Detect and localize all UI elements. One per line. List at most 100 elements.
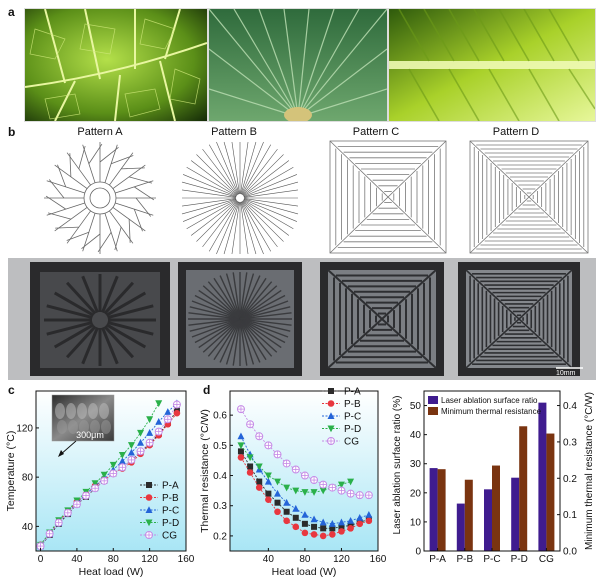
left-tick-label-2: 20	[410, 488, 422, 499]
legend: P-AP-B P-CP-D CG	[322, 387, 361, 448]
series-line-P-A	[40, 410, 178, 547]
point-P-B-15	[173, 409, 181, 417]
bar-ratio-P-B	[456, 503, 465, 551]
left-tick-label-0: 0	[415, 547, 421, 558]
point-P-C-4	[274, 489, 282, 497]
point-P-A-4	[274, 499, 281, 506]
legend-label-P-D: P-D	[344, 424, 361, 435]
palm-leaf-photo	[208, 8, 388, 122]
left-axis-label: Laser ablation surface ratio (%)	[392, 396, 403, 535]
inset-arrowhead	[58, 450, 64, 457]
category-label-P-B: P-B	[456, 554, 473, 565]
point-CG-2	[54, 518, 63, 527]
point-P-C-8	[310, 515, 318, 523]
point-CG-10	[328, 483, 337, 492]
point-P-B-4	[274, 508, 281, 516]
chart-bar-ablation-resistance: P-A P-B P-C P-D CG 0 10 20 30 40 50 0.0 0.1 0.2 0.3 0.4…	[392, 390, 595, 565]
point-CG-10	[127, 455, 136, 464]
point-P-B-2	[255, 484, 263, 491]
point-P-B-6	[292, 523, 300, 531]
point-P-A-11	[338, 523, 345, 530]
y-tick-label-0: 40	[22, 522, 34, 533]
pattern-c-label: Pattern C	[352, 126, 400, 138]
point-P-B-13	[356, 520, 364, 528]
point-P-D-9	[118, 452, 126, 459]
point-P-B-8	[310, 531, 318, 538]
point-P-B-10	[329, 531, 336, 538]
legend-label-CG: CG	[344, 437, 359, 448]
y-tick-label-1: 80	[22, 473, 34, 484]
point-CG-4	[72, 500, 81, 509]
pattern-b-drawing	[181, 141, 299, 255]
x-tick-label-4: 160	[178, 554, 195, 565]
category-label-P-C: P-C	[483, 554, 500, 565]
x-tick-label-0: 40	[263, 554, 275, 565]
point-P-C-14	[365, 510, 373, 518]
pattern-drawings	[44, 140, 589, 255]
point-P-D-11	[337, 481, 345, 489]
point-P-B-7	[301, 529, 309, 537]
bar-legend: Laser ablation surface ratio Minimum ther…	[428, 396, 542, 416]
x-tick-label-2: 80	[108, 554, 120, 565]
panel-letter-b: b	[8, 125, 16, 139]
legend-label-P-C: P-C	[162, 506, 179, 517]
point-P-C-5	[283, 498, 291, 506]
right-tick-label-1: 0.1	[563, 510, 577, 521]
left-tick-label-3: 30	[410, 459, 422, 470]
legend-label-CG: CG	[162, 531, 177, 542]
point-CG-14	[364, 491, 373, 500]
legend-label-P-A: P-A	[344, 387, 361, 398]
sample-b	[178, 262, 302, 376]
legend-marker-P-A	[328, 388, 334, 394]
point-P-D-11	[137, 429, 145, 437]
point-P-D-7	[100, 471, 108, 479]
x-tick-label-3: 160	[370, 554, 387, 565]
legend-marker-P-B	[327, 400, 335, 407]
left-tick-label-4: 40	[410, 430, 422, 441]
x-tick-label-3: 120	[141, 554, 158, 565]
point-P-A-1	[247, 463, 254, 470]
right-tick-label-4: 0.4	[563, 401, 577, 412]
legend-marker-P-D	[327, 425, 335, 433]
point-P-C-10	[328, 520, 336, 527]
point-CG-6	[291, 465, 300, 474]
right-tick-label-2: 0.2	[563, 474, 577, 485]
point-P-D-4	[274, 478, 282, 486]
point-CG-7	[100, 476, 109, 485]
bar-plot-frame	[423, 390, 561, 552]
point-P-C-14	[164, 408, 172, 415]
point-CG-3	[264, 441, 273, 450]
point-P-C-3	[264, 477, 272, 485]
point-P-D-7	[301, 489, 309, 496]
pattern-a-label: Pattern A	[77, 126, 123, 138]
panel-letter-c: c	[8, 383, 15, 397]
right-axis-label: Minimum thermal resistance (°C/W)	[584, 392, 595, 550]
bar-resistance-CG	[546, 433, 555, 551]
x-axis-label: Heat load (W)	[79, 566, 144, 578]
point-P-A-7	[301, 520, 308, 527]
y-tick-label-0: 0.2	[213, 531, 227, 542]
point-CG-12	[145, 438, 154, 447]
point-P-D-10	[127, 442, 135, 449]
point-P-A-9	[320, 525, 327, 532]
right-tick-label-0: 0.0	[563, 547, 577, 558]
panel-letter-a: a	[8, 5, 15, 19]
point-P-D-6	[292, 487, 300, 495]
right-tick-label-3: 0.3	[563, 437, 577, 448]
point-P-D-12	[347, 478, 355, 486]
bar-ratio-P-C	[484, 489, 492, 551]
point-P-D-12	[146, 416, 154, 424]
legend-label-P-B: P-B	[162, 493, 179, 504]
legend: P-AP-B P-CP-D CG	[140, 481, 179, 542]
point-P-B-1	[246, 469, 254, 476]
bar-ratio-P-D	[511, 477, 520, 551]
panel-letter-d: d	[203, 383, 211, 397]
sample-c	[320, 262, 444, 376]
point-P-D-5	[283, 484, 291, 492]
x-tick-label-0: 0	[38, 554, 44, 565]
point-P-A-2	[256, 478, 263, 485]
point-CG-9	[319, 480, 328, 489]
point-CG-5	[82, 491, 90, 500]
point-P-A-5	[283, 508, 290, 515]
